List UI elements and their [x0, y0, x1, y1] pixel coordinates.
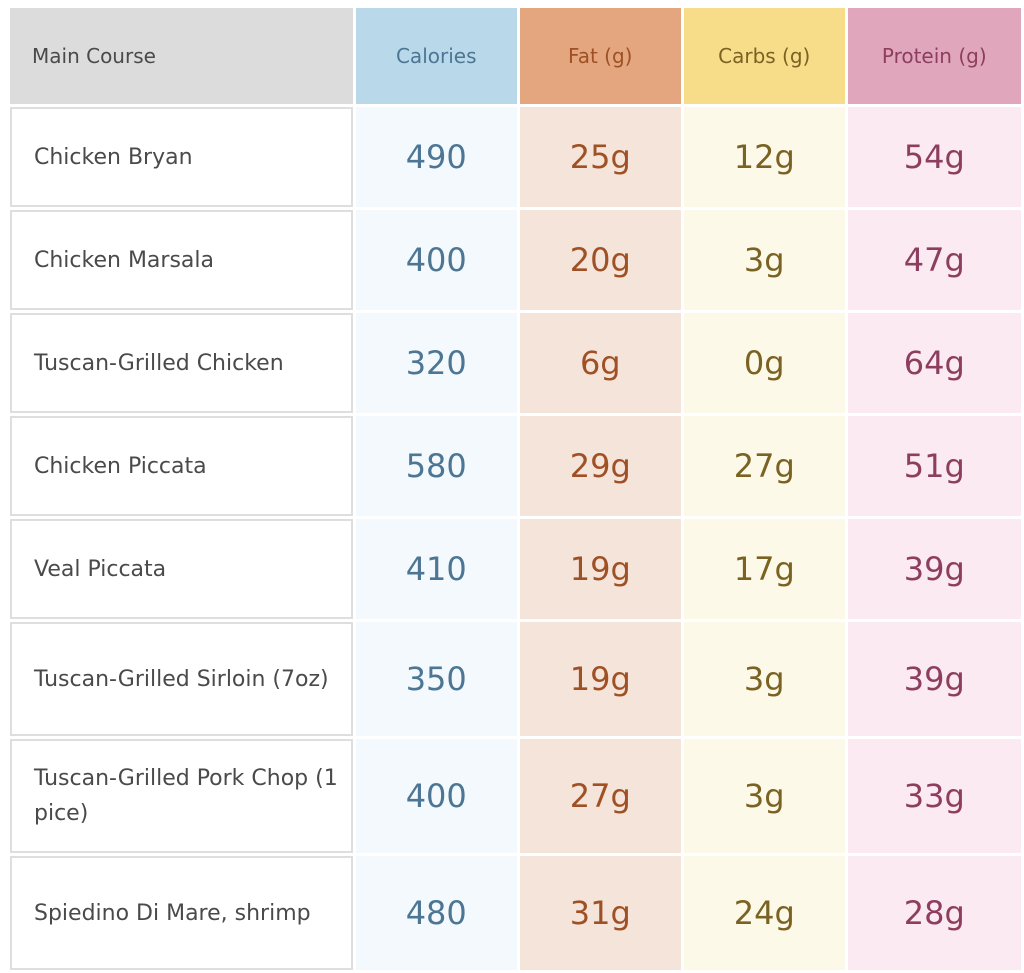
carbs-cell: 27g — [684, 416, 845, 516]
carbs-cell: 3g — [684, 739, 845, 853]
header-fat: Fat (g) — [519, 8, 682, 104]
calories-cell: 410 — [355, 519, 517, 619]
carbs-cell: 24g — [684, 856, 845, 970]
header-protein: Protein (g) — [847, 8, 1021, 104]
table-row: Chicken Marsala 400 20g 3g 47g — [10, 210, 1021, 310]
protein-cell: 51g — [847, 416, 1021, 516]
calories-cell: 480 — [355, 856, 517, 970]
header-carbs: Carbs (g) — [684, 8, 845, 104]
carbs-cell: 0g — [684, 313, 845, 413]
protein-cell: 64g — [847, 313, 1021, 413]
course-name: Tuscan-Grilled Pork Chop (1 pice) — [10, 739, 353, 853]
protein-cell: 28g — [847, 856, 1021, 970]
header-main-course: Main Course — [10, 8, 353, 104]
course-name: Chicken Bryan — [10, 107, 353, 207]
table-row: Tuscan-Grilled Pork Chop (1 pice) 400 27… — [10, 739, 1021, 853]
table-row: Tuscan-Grilled Sirloin (7oz) 350 19g 3g … — [10, 622, 1021, 736]
protein-cell: 39g — [847, 519, 1021, 619]
header-row: Main Course Calories Fat (g) Carbs (g) P… — [10, 8, 1021, 104]
carbs-cell: 3g — [684, 622, 845, 736]
table-row: Veal Piccata 410 19g 17g 39g — [10, 519, 1021, 619]
fat-cell: 29g — [519, 416, 682, 516]
calories-cell: 320 — [355, 313, 517, 413]
fat-cell: 27g — [519, 739, 682, 853]
course-name: Spiedino Di Mare, shrimp — [10, 856, 353, 970]
protein-cell: 54g — [847, 107, 1021, 207]
course-name: Tuscan-Grilled Sirloin (7oz) — [10, 622, 353, 736]
calories-cell: 350 — [355, 622, 517, 736]
fat-cell: 6g — [519, 313, 682, 413]
fat-cell: 20g — [519, 210, 682, 310]
course-name: Chicken Marsala — [10, 210, 353, 310]
table-row: Spiedino Di Mare, shrimp 480 31g 24g 28g — [10, 856, 1021, 970]
fat-cell: 25g — [519, 107, 682, 207]
table-row: Tuscan-Grilled Chicken 320 6g 0g 64g — [10, 313, 1021, 413]
carbs-cell: 3g — [684, 210, 845, 310]
calories-cell: 580 — [355, 416, 517, 516]
protein-cell: 39g — [847, 622, 1021, 736]
calories-cell: 490 — [355, 107, 517, 207]
protein-cell: 33g — [847, 739, 1021, 853]
carbs-cell: 12g — [684, 107, 845, 207]
fat-cell: 19g — [519, 622, 682, 736]
calories-cell: 400 — [355, 739, 517, 853]
table-row: Chicken Piccata 580 29g 27g 51g — [10, 416, 1021, 516]
table-row: Chicken Bryan 490 25g 12g 54g — [10, 107, 1021, 207]
fat-cell: 31g — [519, 856, 682, 970]
fat-cell: 19g — [519, 519, 682, 619]
carbs-cell: 17g — [684, 519, 845, 619]
header-calories: Calories — [355, 8, 517, 104]
course-name: Veal Piccata — [10, 519, 353, 619]
course-name: Chicken Piccata — [10, 416, 353, 516]
protein-cell: 47g — [847, 210, 1021, 310]
course-name: Tuscan-Grilled Chicken — [10, 313, 353, 413]
calories-cell: 400 — [355, 210, 517, 310]
nutrition-table: Main Course Calories Fat (g) Carbs (g) P… — [7, 5, 1024, 973]
